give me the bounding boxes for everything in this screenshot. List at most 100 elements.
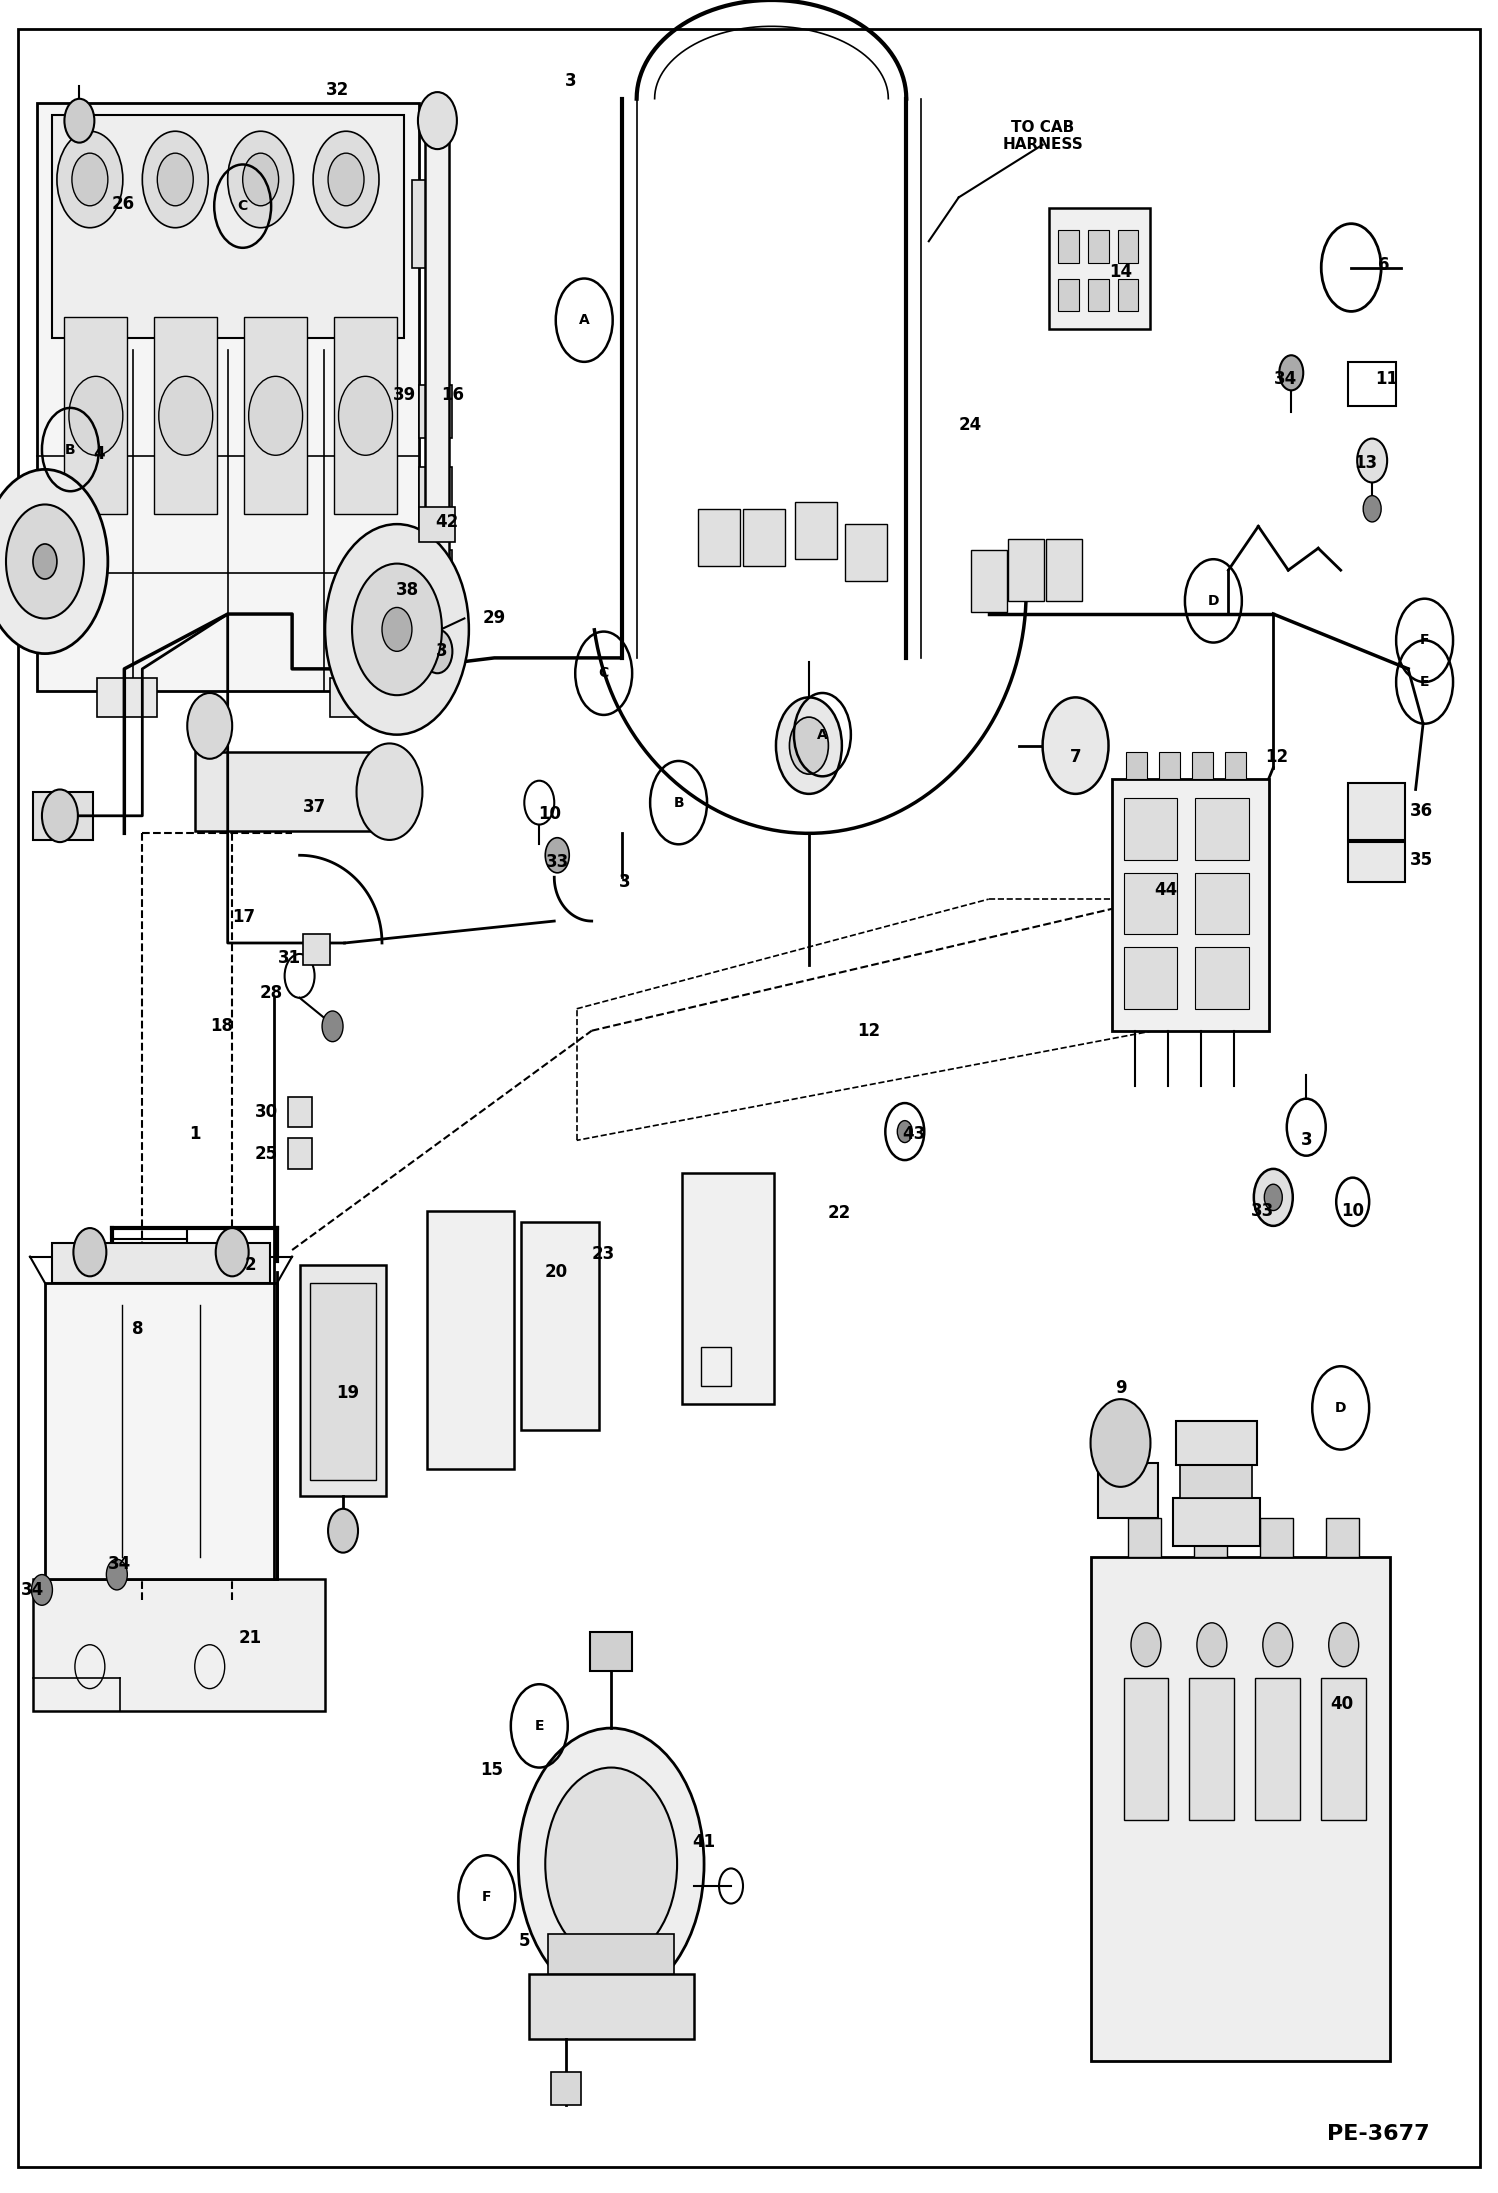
Bar: [1180, 1465, 1252, 1498]
Text: 34: 34: [108, 1555, 132, 1572]
Text: F: F: [482, 1890, 491, 1904]
Bar: [419, 467, 452, 520]
Text: 20: 20: [544, 1263, 568, 1281]
Text: 15: 15: [479, 1761, 503, 1779]
Bar: [1124, 1678, 1168, 1820]
Text: 8: 8: [132, 1320, 144, 1338]
Text: 21: 21: [238, 1629, 262, 1647]
Bar: [1118, 230, 1138, 263]
Bar: [419, 386, 452, 439]
Circle shape: [187, 693, 232, 759]
Bar: [1195, 873, 1249, 934]
Bar: [45, 1283, 277, 1579]
Text: 31: 31: [277, 950, 301, 967]
Bar: [33, 792, 93, 840]
Circle shape: [789, 717, 828, 774]
Bar: [1189, 1678, 1234, 1820]
Text: A: A: [578, 314, 590, 327]
Circle shape: [216, 1228, 249, 1276]
Circle shape: [313, 132, 379, 228]
Text: 6: 6: [1378, 257, 1390, 274]
Bar: [845, 524, 887, 581]
Bar: [419, 550, 452, 603]
Text: 3: 3: [436, 643, 448, 660]
Circle shape: [0, 469, 108, 654]
Circle shape: [322, 1011, 343, 1042]
Text: 1: 1: [189, 1125, 201, 1143]
Circle shape: [228, 132, 294, 228]
Bar: [701, 1347, 731, 1386]
Circle shape: [1279, 355, 1303, 390]
Text: 37: 37: [303, 798, 327, 816]
Bar: [1124, 947, 1177, 1009]
Text: D: D: [1335, 1401, 1347, 1414]
Text: 29: 29: [482, 610, 506, 627]
Bar: [412, 180, 439, 268]
Bar: [1058, 230, 1079, 263]
Text: 11: 11: [1375, 371, 1399, 388]
Bar: [590, 1632, 632, 1671]
Bar: [425, 121, 449, 658]
Bar: [52, 114, 404, 338]
Text: 14: 14: [1109, 263, 1132, 281]
Circle shape: [31, 1575, 52, 1605]
Text: 10: 10: [538, 805, 562, 822]
Circle shape: [357, 743, 422, 840]
Text: 33: 33: [1251, 1202, 1275, 1219]
Bar: [551, 2072, 581, 2105]
Text: C: C: [238, 200, 247, 213]
Bar: [1195, 798, 1249, 860]
Bar: [310, 1283, 376, 1480]
Text: 40: 40: [1330, 1695, 1354, 1713]
Bar: [743, 509, 785, 566]
Text: C: C: [599, 667, 608, 680]
Bar: [37, 103, 419, 691]
Text: 28: 28: [259, 985, 283, 1002]
Bar: [529, 1974, 694, 2039]
Text: 3: 3: [619, 873, 631, 890]
Circle shape: [142, 132, 208, 228]
Text: B: B: [673, 796, 685, 809]
Text: 10: 10: [1341, 1202, 1365, 1219]
Circle shape: [422, 629, 452, 673]
Circle shape: [72, 154, 108, 206]
Bar: [971, 550, 1007, 612]
Text: 17: 17: [232, 908, 256, 925]
Bar: [1225, 752, 1246, 779]
Circle shape: [33, 544, 57, 579]
Bar: [1326, 1518, 1359, 1557]
Bar: [419, 507, 455, 542]
Circle shape: [249, 377, 303, 456]
Bar: [698, 509, 740, 566]
Text: 12: 12: [857, 1022, 881, 1039]
Text: 22: 22: [827, 1204, 851, 1222]
Circle shape: [1043, 697, 1109, 794]
Circle shape: [339, 377, 392, 456]
Circle shape: [157, 154, 193, 206]
Bar: [244, 318, 307, 515]
Bar: [1118, 279, 1138, 311]
Text: TO CAB
HARNESS: TO CAB HARNESS: [1002, 121, 1083, 151]
Bar: [52, 1243, 270, 1283]
Bar: [795, 502, 837, 559]
Text: 18: 18: [210, 1018, 234, 1035]
Bar: [33, 1579, 325, 1711]
Text: 5: 5: [518, 1932, 530, 1950]
Bar: [548, 1934, 674, 1974]
Circle shape: [106, 1559, 127, 1590]
Text: 43: 43: [902, 1125, 926, 1143]
Circle shape: [159, 377, 213, 456]
Bar: [1046, 539, 1082, 601]
Bar: [1049, 208, 1150, 329]
Circle shape: [352, 564, 442, 695]
Text: D: D: [1207, 594, 1219, 607]
Text: 41: 41: [692, 1833, 716, 1851]
Circle shape: [545, 838, 569, 873]
Bar: [1194, 1518, 1227, 1557]
Circle shape: [1264, 1184, 1282, 1211]
Bar: [427, 1211, 514, 1469]
Text: F: F: [1420, 634, 1429, 647]
Text: 33: 33: [545, 853, 569, 871]
Text: 23: 23: [592, 1246, 616, 1263]
Text: 32: 32: [325, 81, 349, 99]
